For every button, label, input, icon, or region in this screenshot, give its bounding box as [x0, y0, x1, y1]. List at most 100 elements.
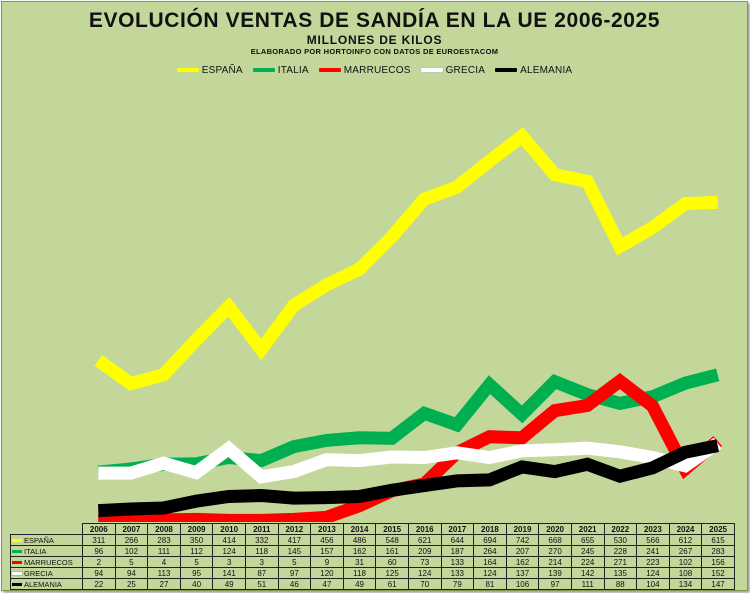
- legend-item-alemania: ALEMANIA: [495, 65, 572, 76]
- year-header-2025: 2025: [701, 523, 735, 535]
- value-grecia-2009: 95: [179, 567, 214, 579]
- value-alemania-2016: 70: [407, 578, 442, 590]
- legend-swatch-espana: [176, 68, 199, 72]
- year-header-2006: 2006: [82, 523, 116, 535]
- value-espana-2010: 414: [212, 534, 246, 546]
- row-name-marruecos: MARRUECOS: [24, 557, 73, 567]
- value-alemania-2008: 27: [147, 578, 181, 590]
- year-header-2020: 2020: [538, 523, 572, 535]
- value-grecia-2007: 94: [114, 567, 149, 579]
- value-italia-2022: 228: [603, 545, 638, 557]
- value-alemania-2011: 51: [244, 578, 279, 590]
- year-header-2018: 2018: [473, 523, 507, 535]
- value-italia-2006: 96: [82, 545, 116, 557]
- value-marruecos-2020: 214: [538, 556, 572, 568]
- value-espana-2016: 621: [407, 534, 442, 546]
- value-italia-2007: 102: [114, 545, 149, 557]
- legend-label-marruecos: MARRUECOS: [343, 64, 411, 76]
- row-label-grecia: GRECIA: [10, 567, 83, 579]
- year-header-2024: 2024: [668, 523, 703, 535]
- value-italia-2020: 270: [538, 545, 572, 557]
- year-header-2009: 2009: [179, 523, 214, 535]
- value-italia-2018: 264: [473, 545, 507, 557]
- value-marruecos-2022: 271: [603, 556, 638, 568]
- value-alemania-2023: 104: [636, 578, 670, 590]
- row-label-alemania: ALEMANIA: [10, 578, 83, 590]
- plot-area: [94, 127, 722, 522]
- legend-swatch-alemania: [495, 68, 518, 72]
- year-header-2019: 2019: [505, 523, 540, 535]
- value-alemania-2018: 81: [473, 578, 507, 590]
- value-alemania-2010: 49: [212, 578, 246, 590]
- year-header-2007: 2007: [114, 523, 149, 535]
- table-row-italia: ITALIA 96 102 111 112 124 118 145 157 162 161 209 18…: [10, 545, 735, 557]
- value-espana-2006: 311: [82, 534, 116, 546]
- legend-swatch-marruecos: [318, 68, 341, 72]
- row-name-espana: ESPAÑA: [24, 535, 54, 545]
- value-espana-2007: 266: [114, 534, 149, 546]
- value-marruecos-2017: 133: [440, 556, 475, 568]
- value-espana-2025: 615: [701, 534, 735, 546]
- value-alemania-2017: 79: [440, 578, 475, 590]
- chart-source: ELABORADO POR HORTOINFO CON DATOS DE EUR…: [250, 47, 499, 56]
- value-grecia-2023: 124: [636, 567, 670, 579]
- chart-title: EVOLUCIÓN VENTAS DE SANDÍA EN LA UE 2006…: [88, 9, 661, 32]
- value-marruecos-2008: 4: [147, 556, 181, 568]
- row-key-alemania: [12, 582, 22, 586]
- year-header-2017: 2017: [440, 523, 475, 535]
- row-key-grecia: [12, 571, 22, 575]
- legend-label-alemania: ALEMANIA: [520, 64, 573, 76]
- value-italia-2024: 267: [668, 545, 703, 557]
- legend-item-grecia: GRECIA: [420, 65, 486, 76]
- value-grecia-2013: 120: [310, 567, 344, 579]
- value-espana-2014: 486: [342, 534, 377, 546]
- year-header-2008: 2008: [147, 523, 181, 535]
- value-marruecos-2011: 3: [244, 556, 279, 568]
- row-key-espana: [12, 538, 22, 542]
- row-name-italia: ITALIA: [24, 546, 47, 556]
- chart-subtitle: MILLONES DE KILOS: [306, 33, 443, 47]
- value-grecia-2025: 152: [701, 567, 735, 579]
- value-espana-2019: 742: [505, 534, 540, 546]
- table-row-marruecos: MARRUECOS 2 5 4 5 3 3 5 9 31 60 73 133 164 162 214 224 27…: [10, 556, 735, 568]
- legend-label-espana: ESPAÑA: [201, 64, 243, 76]
- year-header-2023: 2023: [636, 523, 670, 535]
- value-marruecos-2013: 9: [310, 556, 344, 568]
- value-alemania-2020: 97: [538, 578, 572, 590]
- row-label-marruecos: MARRUECOS: [10, 556, 83, 568]
- value-italia-2012: 145: [277, 545, 312, 557]
- year-header-2011: 2011: [244, 523, 279, 535]
- table-row-grecia: GRECIA 94 94 113 95 141 87 97 120 118 125 124 133 124…: [10, 567, 735, 579]
- value-alemania-2006: 22: [82, 578, 116, 590]
- year-header-2022: 2022: [603, 523, 638, 535]
- value-grecia-2019: 137: [505, 567, 540, 579]
- year-header-2014: 2014: [342, 523, 377, 535]
- legend-item-marruecos: MARRUECOS: [318, 64, 411, 76]
- value-espana-2020: 668: [538, 534, 572, 546]
- value-alemania-2013: 47: [310, 578, 344, 590]
- legend-item-espana: ESPAÑA: [176, 64, 243, 76]
- value-grecia-2014: 118: [342, 567, 377, 579]
- value-marruecos-2009: 5: [179, 556, 214, 568]
- value-alemania-2024: 134: [668, 578, 703, 590]
- legend-swatch-italia: [252, 68, 275, 72]
- value-marruecos-2014: 31: [342, 556, 377, 568]
- value-espana-2021: 655: [570, 534, 605, 546]
- value-grecia-2024: 108: [668, 567, 703, 579]
- value-italia-2013: 157: [310, 545, 344, 557]
- value-alemania-2019: 106: [505, 578, 540, 590]
- value-marruecos-2016: 73: [407, 556, 442, 568]
- legend-item-italia: ITALIA: [252, 65, 309, 76]
- row-key-italia: [12, 549, 22, 553]
- value-espana-2017: 644: [440, 534, 475, 546]
- value-italia-2021: 245: [570, 545, 605, 557]
- value-espana-2008: 283: [147, 534, 181, 546]
- table-row-espana: ESPAÑA 311 266 283 350 414 332 417 456 486 548 621 6…: [10, 534, 735, 546]
- series-line-espana: [94, 127, 719, 391]
- value-marruecos-2010: 3: [212, 556, 246, 568]
- row-name-grecia: GRECIA: [24, 568, 53, 578]
- value-grecia-2018: 124: [473, 567, 507, 579]
- value-grecia-2011: 87: [244, 567, 279, 579]
- value-marruecos-2024: 102: [668, 556, 703, 568]
- table-corner-cell: [10, 523, 83, 535]
